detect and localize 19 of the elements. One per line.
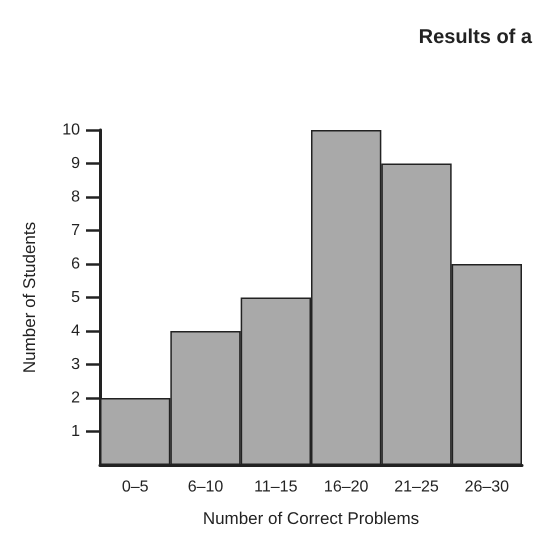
y-tick-label: 6 — [71, 256, 80, 272]
x-tick-label: 21–25 — [394, 478, 439, 496]
x-tick-label: 26–30 — [464, 478, 510, 496]
y-tick-label: 9 — [71, 155, 80, 172]
y-tick-label: 8 — [71, 188, 80, 206]
y-tick-label: 4 — [71, 322, 80, 340]
y-tick-label: 5 — [71, 289, 80, 306]
x-tick-label: 16–20 — [324, 478, 369, 496]
y-tick-label: 1 — [71, 423, 80, 440]
x-tick-label: 6–10 — [188, 478, 224, 496]
y-axis-title: Number of Students — [20, 222, 39, 374]
y-tick-label: 3 — [71, 356, 80, 373]
y-tick-label: 7 — [71, 222, 80, 239]
x-axis-title: Number of Correct Problems — [202, 509, 420, 528]
y-tick-label: 2 — [71, 390, 80, 406]
chart-title: Results of a — [418, 26, 533, 48]
x-tick-label: 0–5 — [122, 478, 149, 496]
y-tick-label: 10 — [62, 122, 80, 138]
x-tick-label: 11–15 — [254, 478, 298, 496]
